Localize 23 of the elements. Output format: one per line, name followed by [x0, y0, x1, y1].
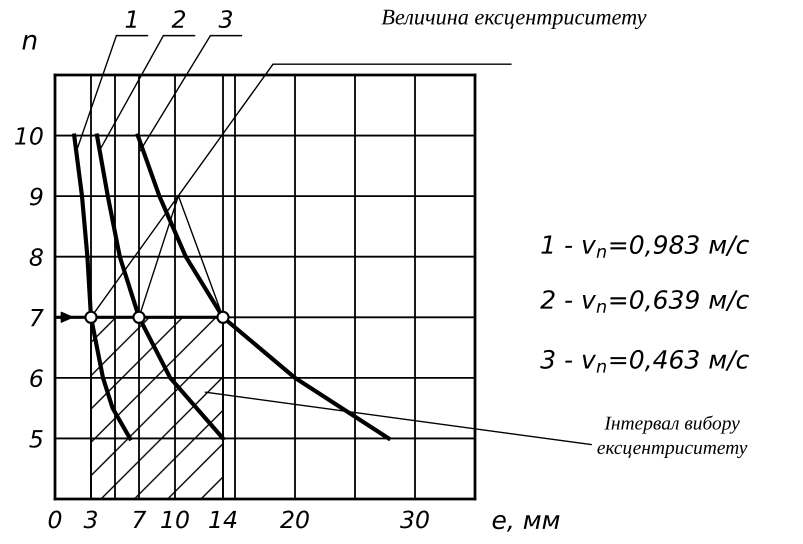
y-tick-label: 9 [30, 188, 42, 206]
x-tick-label: 10 [161, 510, 189, 528]
x-tick-label: 14 [209, 510, 236, 528]
x-tick-label: 7 [134, 510, 146, 528]
x-tick-label: 30 [400, 510, 429, 528]
x-tick-label: 20 [280, 510, 309, 528]
text: 1 - v$_{n}$=0,983 м/с [541, 235, 749, 258]
x-tick-label: 3 [84, 510, 97, 528]
x-tick-label: 0 [48, 510, 62, 528]
text: 2 [172, 10, 186, 28]
text: 3 - v$_{n}$=0,463 м/с [540, 350, 749, 373]
text: Величина ексцентриситету [382, 10, 646, 30]
text: 3 [218, 10, 232, 28]
text: 2 - v$_{n}$=0,639 м/с [540, 290, 749, 313]
y-axis-title: n [22, 34, 36, 50]
y-tick-label: 10 [15, 127, 43, 145]
y-tick-label: 5 [29, 430, 43, 448]
y-tick-label: 7 [31, 309, 44, 326]
text: 1 [126, 10, 136, 28]
y-tick-label: 6 [30, 369, 43, 388]
y-tick-label: 8 [30, 248, 43, 266]
x-axis-title: e, мм [492, 514, 560, 532]
band-label: Інтервал вибору ексцентриситету [597, 416, 748, 458]
